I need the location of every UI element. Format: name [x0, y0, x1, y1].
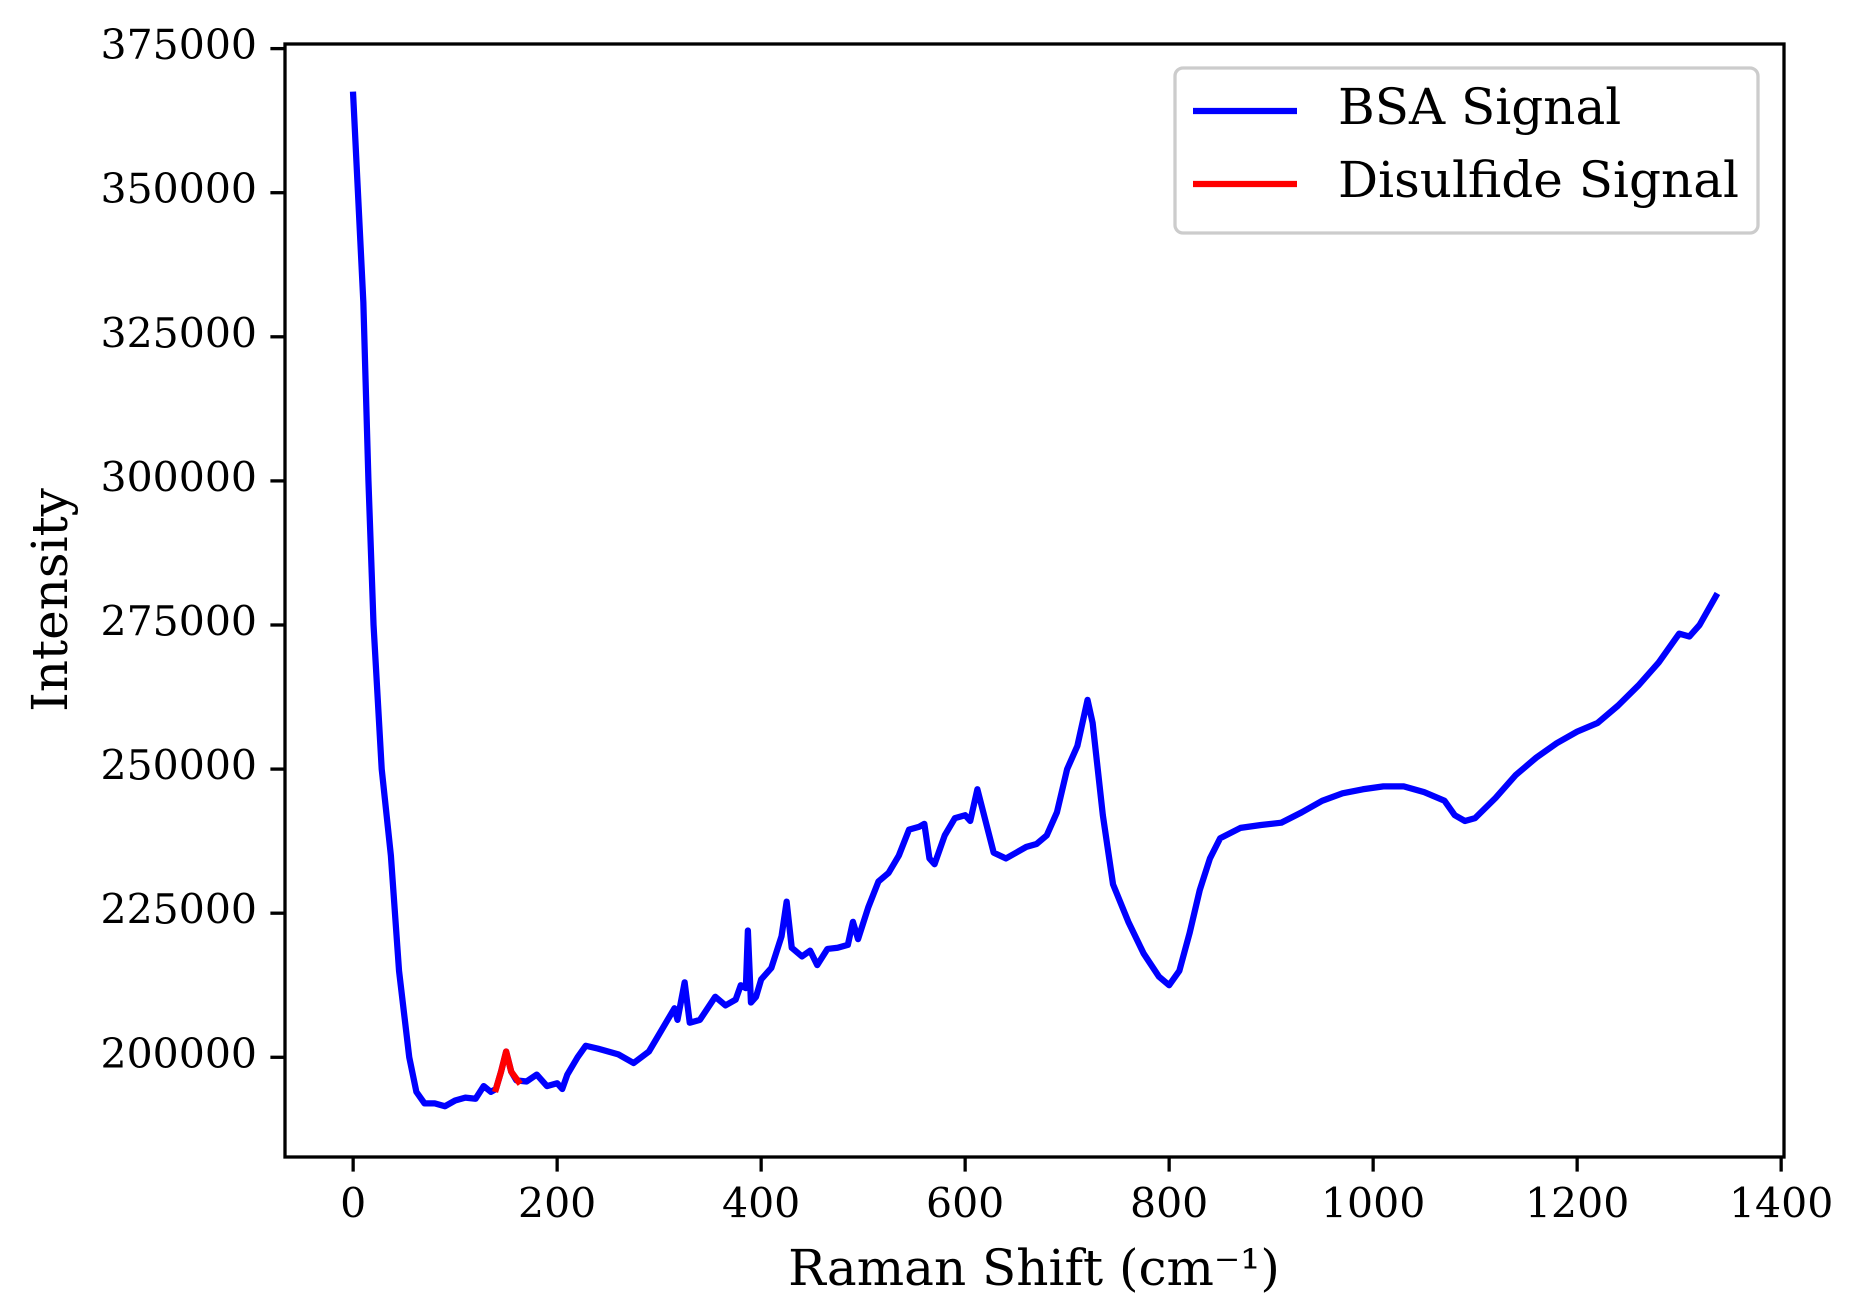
x-tick-label: 1000	[1321, 1180, 1425, 1228]
x-tick-label: 400	[722, 1180, 800, 1228]
legend-box	[1173, 66, 1760, 235]
y-tick-label: 325000	[100, 309, 257, 357]
x-tick-label: 800	[1130, 1180, 1208, 1228]
y-tick-label: 300000	[100, 453, 257, 501]
legend-label: BSA Signal	[1338, 78, 1621, 136]
x-tick-label: 1200	[1525, 1180, 1629, 1228]
plot-frame	[283, 42, 1786, 1159]
x-tick-label: 200	[518, 1180, 596, 1228]
x-tick-label: 600	[926, 1180, 1004, 1228]
y-axis-label: Intensity	[21, 487, 79, 712]
y-tick-label: 375000	[100, 21, 257, 69]
y-tick-label: 350000	[100, 165, 257, 213]
y-tick-label: 225000	[100, 886, 257, 934]
x-tick-label: 0	[340, 1180, 366, 1228]
data-line	[492, 1048, 523, 1093]
y-tick-label: 275000	[100, 597, 257, 645]
y-tick-label: 250000	[100, 742, 257, 790]
x-axis-label: Raman Shift (cm⁻¹)	[788, 1239, 1280, 1297]
x-tick-label: 1400	[1729, 1180, 1833, 1228]
legend-label: Disulfide Signal	[1338, 151, 1739, 209]
y-tick-label: 200000	[100, 1030, 257, 1078]
